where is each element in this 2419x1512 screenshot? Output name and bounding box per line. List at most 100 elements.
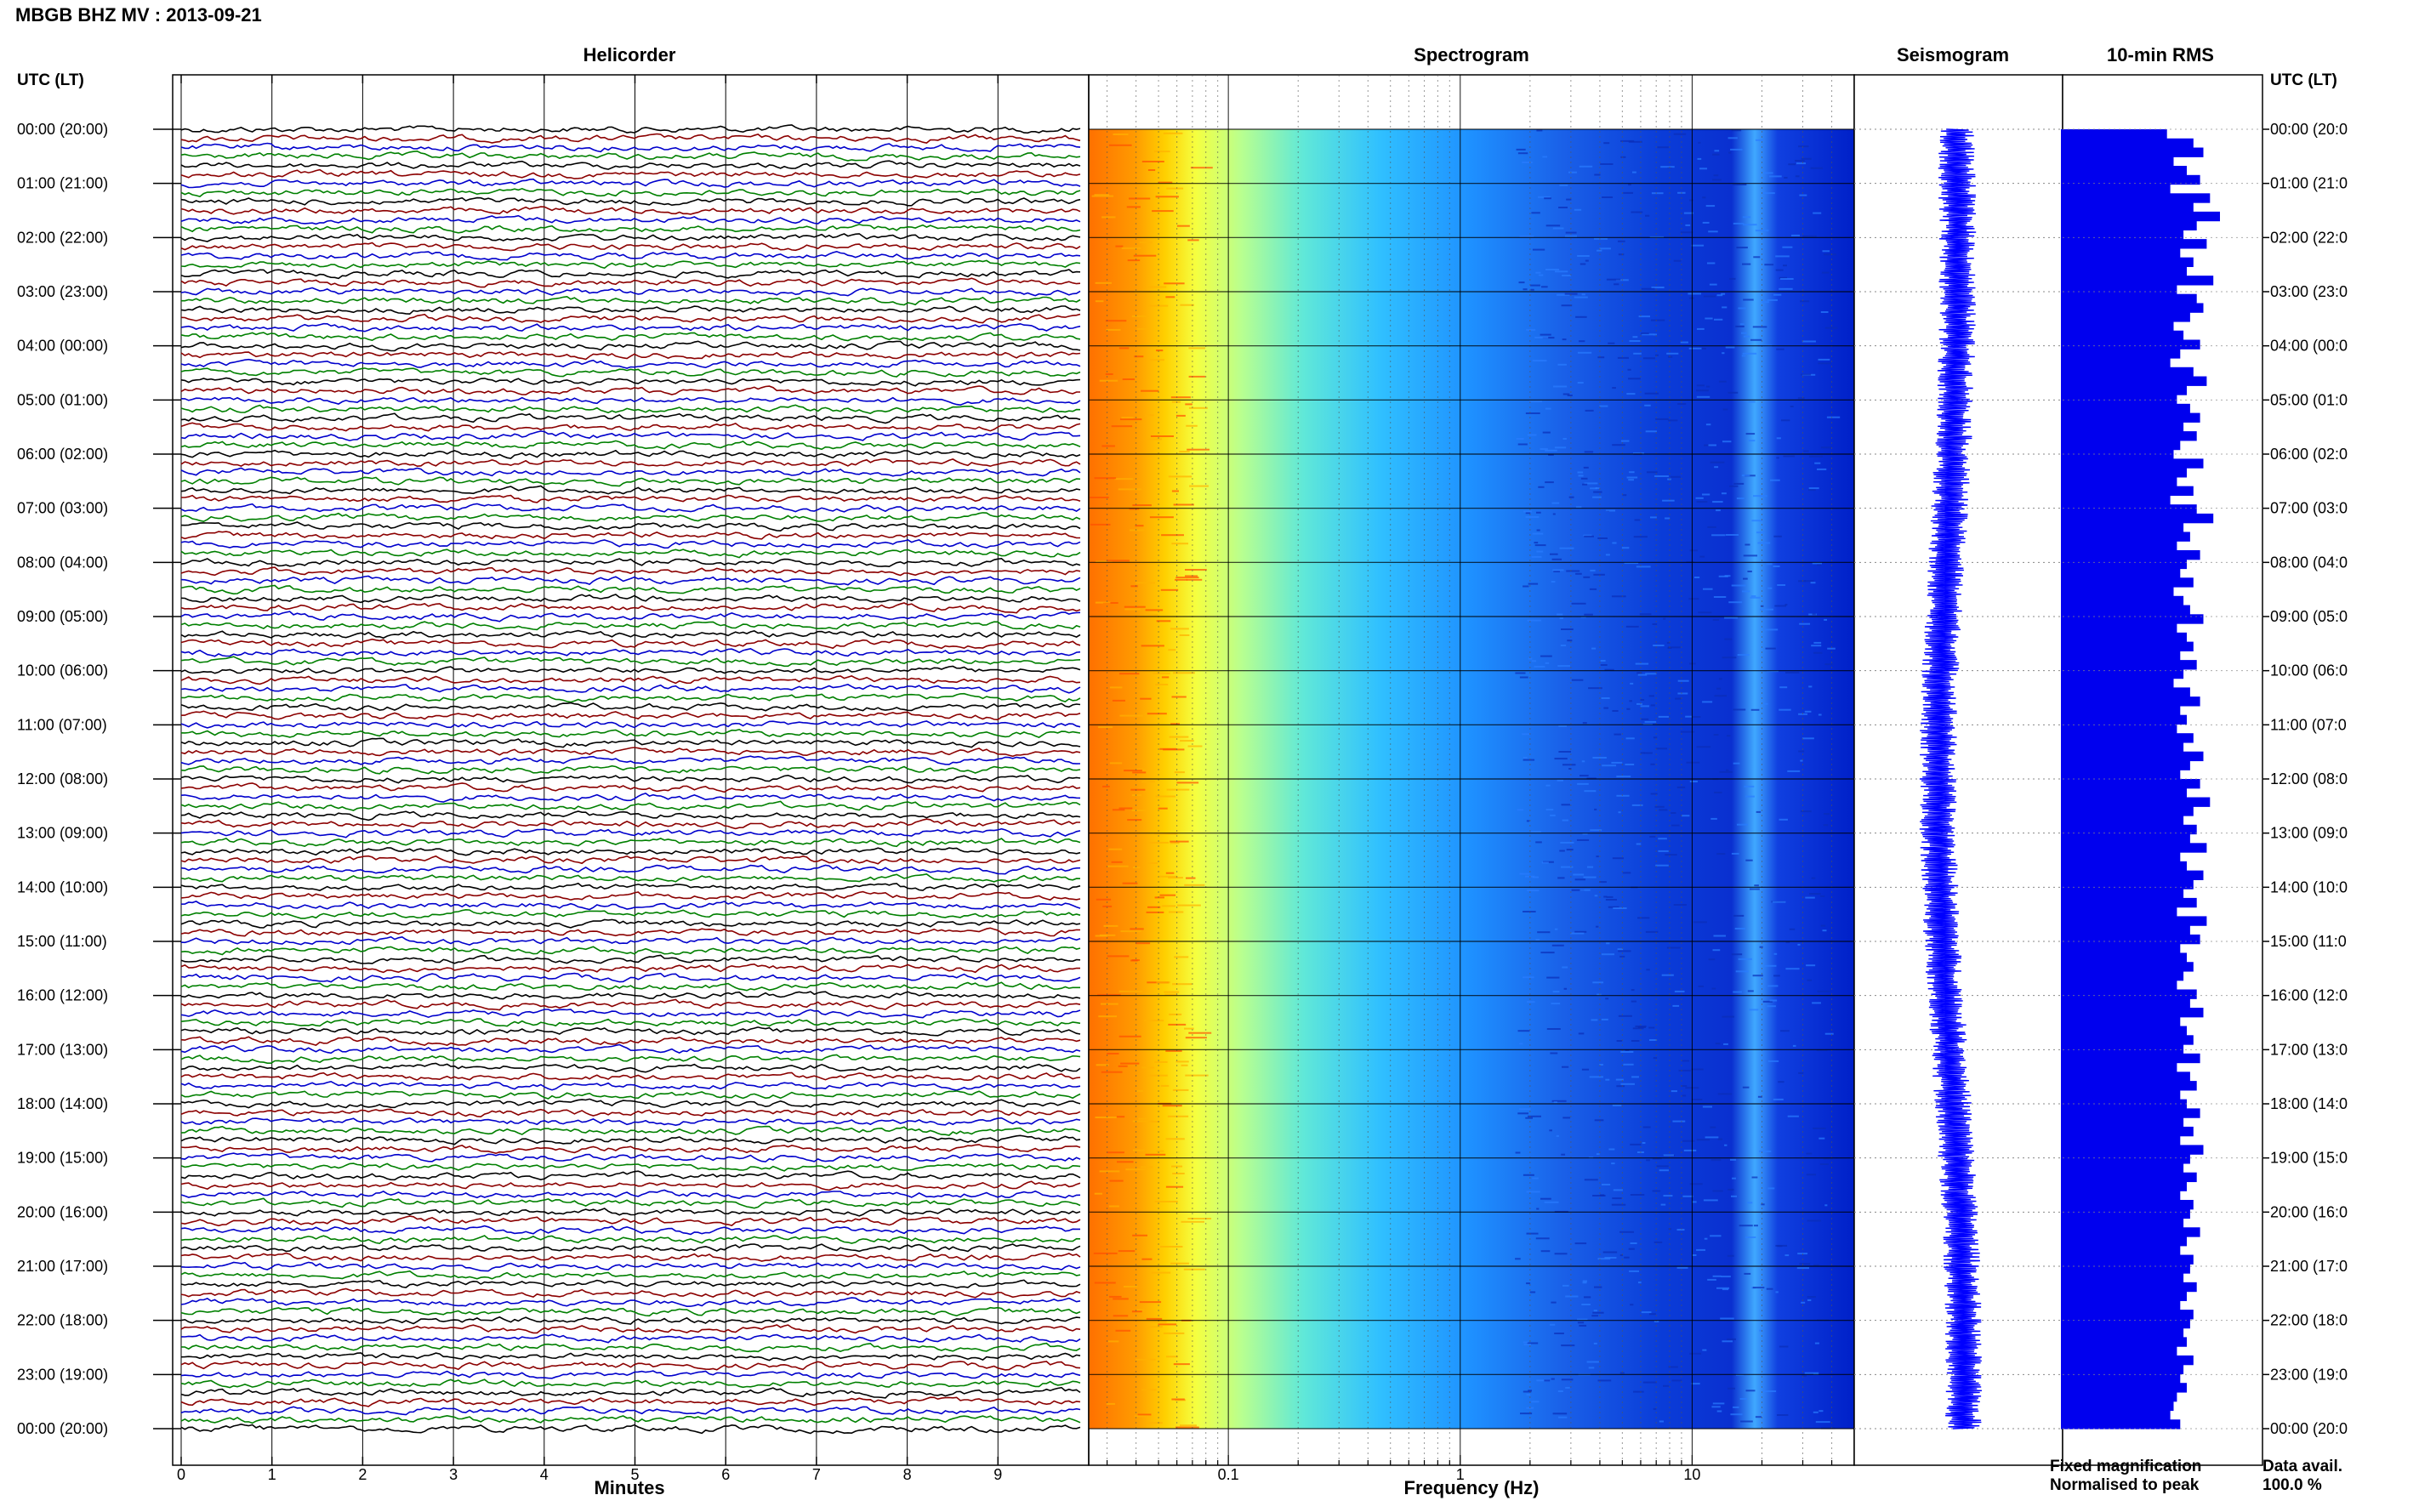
spectrogram-speckle — [1767, 298, 1778, 301]
spectrogram-speckle — [1819, 1137, 1825, 1140]
spectrogram-speckle — [1677, 692, 1688, 695]
spectrogram-speckle — [1173, 672, 1195, 674]
spectrogram-speckle — [1176, 782, 1199, 784]
helicorder-trace — [180, 340, 1081, 352]
spectrogram-speckle — [1668, 1366, 1678, 1368]
spectrogram-speckle — [1784, 604, 1788, 606]
rms-bar — [2061, 522, 2184, 533]
helicorder-trace — [180, 1062, 1081, 1073]
spectrogram-speckle — [1778, 1081, 1784, 1083]
spectrogram-speckle — [1618, 811, 1621, 814]
helicorder-trace — [180, 1208, 1081, 1217]
helicorder-trace — [180, 1080, 1081, 1091]
spectrogram-speckle — [1698, 611, 1712, 614]
helicorder-trace — [180, 981, 1080, 992]
rms-bar — [2061, 751, 2204, 762]
spectrogram-speckle — [1132, 771, 1147, 774]
spectrogram-speckle — [1606, 278, 1621, 281]
helicorder-trace — [180, 350, 1081, 361]
spectrogram-speckle — [1652, 1157, 1662, 1160]
spectrogram-speckle — [1557, 613, 1563, 616]
spectrogram-speckle — [1727, 735, 1731, 737]
spectrogram-speckle — [1517, 152, 1528, 155]
spectrogram-speckle — [1590, 829, 1602, 832]
spectrogram-speckle — [1131, 959, 1140, 962]
spectrogram-speckle — [1540, 952, 1555, 954]
rms-bar — [2061, 395, 2177, 405]
spectrogram-speckle — [1159, 894, 1176, 896]
helicorder-trace — [180, 692, 1081, 703]
spectrogram-speckle — [1134, 355, 1144, 358]
spectrogram-speckle — [1523, 585, 1529, 588]
helicorder-trace — [180, 1134, 1081, 1145]
helicorder-trace — [180, 160, 1081, 170]
spectrogram-speckle — [1172, 983, 1192, 986]
spectrogram-speckle — [1743, 335, 1750, 338]
spectrogram-speckle — [1611, 1203, 1626, 1206]
spectrogram-speckle — [1189, 485, 1209, 487]
spectrogram-speckle — [1663, 1384, 1670, 1387]
spectrogram-speckle — [1557, 363, 1567, 366]
spectrogram-speckle — [1094, 1192, 1103, 1195]
spectrogram-speckle — [1558, 1416, 1568, 1418]
spectrogram-speckle — [1712, 153, 1720, 156]
spectrogram-speckle — [1631, 1000, 1637, 1003]
spectrogram-speckle — [1601, 697, 1610, 699]
spectrogram-speckle — [1590, 569, 1596, 571]
rms-bar — [2061, 1300, 2181, 1310]
spectrogram-speckle — [1653, 1241, 1663, 1243]
spectrogram-speckle — [1568, 768, 1572, 770]
rms-bar — [2061, 1199, 2194, 1210]
spectrogram-speckle — [1826, 416, 1841, 418]
spectrogram-speckle — [1535, 271, 1541, 274]
right-hour-label: 12:00 (08:0 — [2270, 770, 2348, 787]
spectrogram-speckle — [1733, 991, 1742, 993]
spectrogram-speckle — [1727, 391, 1739, 394]
spectrogram-speckle — [1577, 782, 1589, 785]
spectrogram-speckle — [1807, 979, 1813, 981]
spectrogram-speckle — [1156, 1150, 1164, 1152]
helicorder-trace — [180, 963, 1081, 974]
left-hour-label: 06:00 (02:00) — [17, 446, 108, 463]
spectrogram-speckle — [1764, 964, 1777, 967]
spectrogram-speckle — [1617, 948, 1624, 951]
spectrogram-speckle — [1169, 1013, 1182, 1015]
spectrogram-speckle — [1546, 976, 1560, 979]
spectrogram-speckle — [1112, 809, 1125, 811]
spectrogram-speckle — [1745, 1390, 1756, 1392]
spectrogram-speckle — [1576, 506, 1582, 509]
spectrogram-speckle — [1699, 347, 1706, 350]
spectrogram-speckle — [1116, 1116, 1125, 1118]
rms-bar — [2061, 239, 2207, 249]
spectrogram-speckle — [1677, 679, 1689, 682]
spectrogram-speckle — [1686, 761, 1700, 764]
spectrogram-speckle — [1165, 1138, 1185, 1140]
rms-bar — [2061, 568, 2181, 578]
spectrogram-speckle — [1121, 417, 1134, 419]
spectrogram-speckle — [1149, 516, 1174, 519]
spectrogram-speckle — [1099, 934, 1116, 936]
spectrogram-speckle — [1651, 192, 1664, 195]
rms-bar — [2061, 1126, 2194, 1137]
spectrogram-speckle — [1695, 497, 1704, 499]
spectrogram-speckle — [1682, 1140, 1695, 1142]
spectrogram-speckle — [1108, 1205, 1119, 1208]
rms-bar — [2061, 247, 2181, 259]
spectrogram-speckle — [1536, 529, 1540, 531]
spectrogram-speckle — [1562, 393, 1570, 395]
spectrogram-speckle — [1683, 1149, 1697, 1151]
spectrogram-speckle — [1186, 424, 1198, 427]
spectrogram-speckle — [1517, 1112, 1529, 1115]
helicorder-trace — [180, 178, 1081, 189]
spectrogram-x-tick-label: 10 — [1683, 1466, 1700, 1483]
spectrogram-speckle — [1119, 714, 1144, 717]
helicorder-trace — [180, 512, 1081, 523]
rms-bar — [2061, 531, 2190, 542]
spectrogram-speckle — [1694, 577, 1700, 578]
spectrogram-speckle — [1523, 1344, 1532, 1346]
spectrogram-speckle — [1620, 156, 1626, 158]
spectrogram-speckle — [1523, 756, 1528, 759]
spectrogram-speckle — [1689, 1352, 1702, 1355]
spectrogram-speckle — [1800, 300, 1810, 303]
helicorder-trace — [180, 765, 1081, 775]
